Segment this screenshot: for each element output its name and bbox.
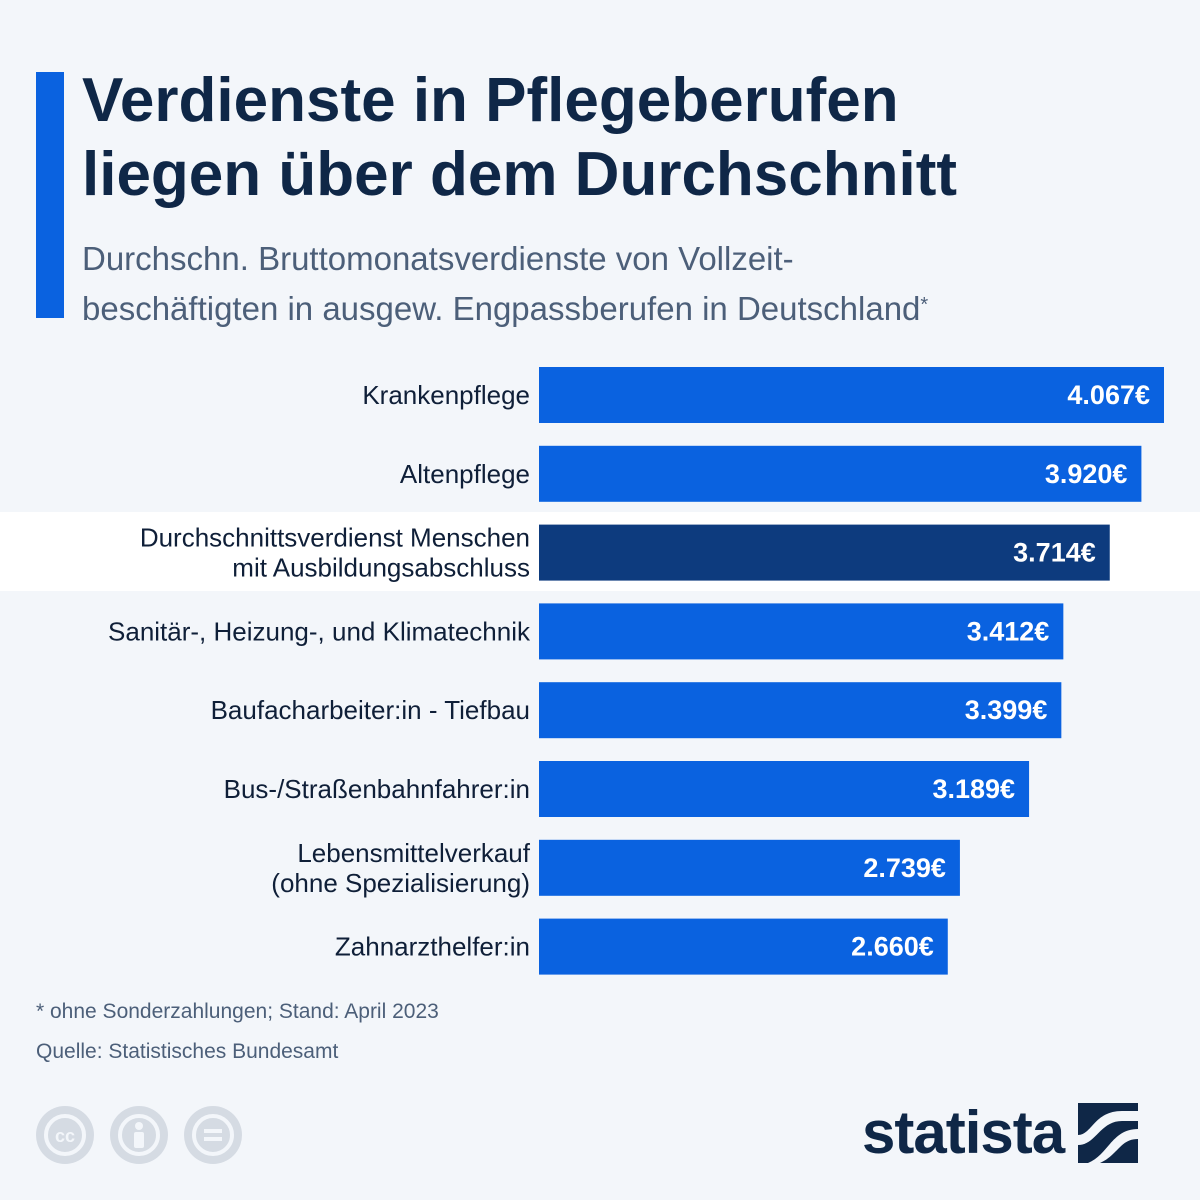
attribution-icon[interactable] xyxy=(110,1106,168,1164)
cc-icon[interactable]: cc xyxy=(36,1106,94,1164)
bar-5 xyxy=(539,761,1030,817)
bar-4 xyxy=(539,682,1062,739)
bar-value-label: 4.067€ xyxy=(1067,380,1150,410)
category-label: Zahnarzthelfer:in xyxy=(335,932,530,962)
category-label-line: Baufacharbeiter:in - Tiefbau xyxy=(211,695,530,725)
category-label-line: Lebensmittelverkauf xyxy=(297,838,530,868)
bar-7 xyxy=(539,918,948,975)
category-label: Bus-/Straßenbahnfahrer:in xyxy=(224,774,530,804)
subtitle-text: Durchschn. Bruttomonatsverdienste von Vo… xyxy=(82,240,921,327)
bar-chart: 4.067€ Krankenpflege 3.920€ Altenpflege 3.71… xyxy=(108,367,1164,975)
chart-subtitle: Durchschn. Bruttomonatsverdienste von Vo… xyxy=(82,234,1182,334)
category-label-line: Altenpflege xyxy=(400,459,530,489)
svg-text:cc: cc xyxy=(55,1126,75,1146)
no-derivatives-icon[interactable] xyxy=(184,1106,242,1164)
category-label-line: Bus-/Straßenbahnfahrer:in xyxy=(224,774,530,804)
bar-2 xyxy=(539,524,1110,581)
chart-title: Verdienste in Pflegeberufen liegen über … xyxy=(82,66,958,209)
category-label-line: mit Ausbildungsabschluss xyxy=(232,553,530,583)
logo-text: statista xyxy=(862,1099,1065,1166)
bar-value-label: 3.412€ xyxy=(967,616,1050,646)
category-label: Altenpflege xyxy=(400,459,530,489)
bar-0 xyxy=(539,367,1164,423)
category-label-line: Sanitär-, Heizung-, und Klimatechnik xyxy=(108,616,531,646)
category-label: Lebensmittelverkauf (ohne Spezialisierung… xyxy=(271,838,530,898)
category-label: Sanitär-, Heizung-, und Klimatechnik xyxy=(108,616,531,646)
bar-3 xyxy=(539,603,1064,660)
bar-value-label: 3.920€ xyxy=(1045,459,1128,489)
subtitle-footnote-mark: * xyxy=(920,294,929,316)
bar-value-label: 3.399€ xyxy=(965,695,1048,725)
title-accent-bar xyxy=(36,72,64,318)
license-icons: cc xyxy=(36,1106,242,1164)
bar-6 xyxy=(539,839,960,896)
source-note: Quelle: Statistisches Bundesamt xyxy=(36,1040,339,1063)
bar-value-label: 3.714€ xyxy=(1013,538,1096,568)
category-label-line: Zahnarzthelfer:in xyxy=(335,932,530,962)
bar-value-label: 2.660€ xyxy=(851,932,934,962)
category-label-line: Krankenpflege xyxy=(362,380,530,410)
category-label: Krankenpflege xyxy=(362,380,530,410)
category-label-line: (ohne Spezialisierung) xyxy=(271,868,530,898)
statista-logo-icon xyxy=(1078,1102,1139,1163)
category-label-line: Durchschnittsverdienst Menschen xyxy=(140,523,530,553)
bar-1 xyxy=(539,445,1142,502)
statista-logo[interactable]: statista xyxy=(862,1098,1139,1167)
category-label: Durchschnittsverdienst Menschen mit Ausbi… xyxy=(140,523,530,583)
category-label: Baufacharbeiter:in - Tiefbau xyxy=(211,695,530,725)
bar-value-label: 3.189€ xyxy=(932,774,1015,804)
bar-value-label: 2.739€ xyxy=(863,853,946,883)
footnote: * ohne Sonderzahlungen; Stand: April 202… xyxy=(36,1000,439,1023)
